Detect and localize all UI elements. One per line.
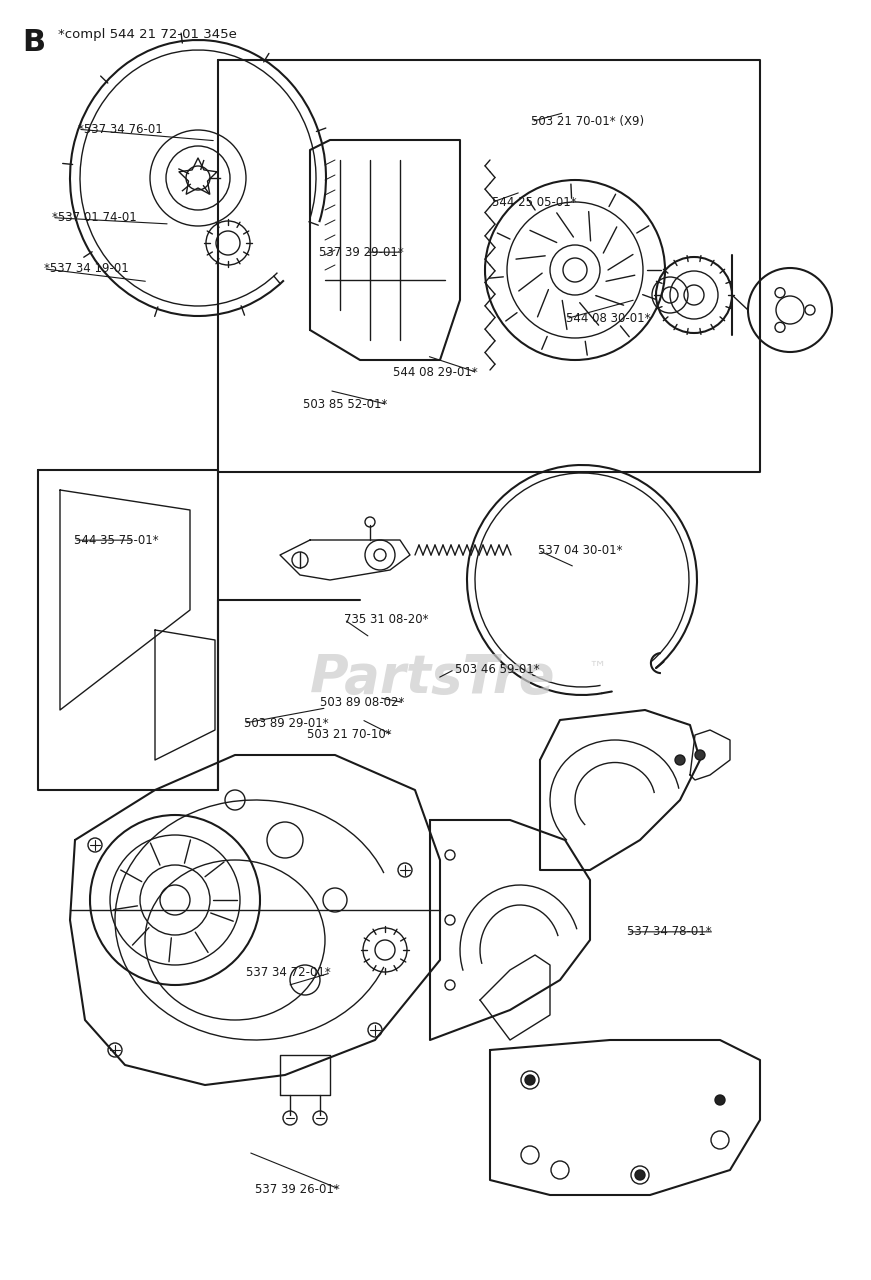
Circle shape <box>635 1170 645 1180</box>
Circle shape <box>715 1094 725 1105</box>
Text: 544 25 05-01*: 544 25 05-01* <box>492 196 577 209</box>
Text: 544 08 29-01*: 544 08 29-01* <box>393 366 477 379</box>
Circle shape <box>695 750 705 760</box>
Text: *537 34 76-01: *537 34 76-01 <box>78 123 163 136</box>
Circle shape <box>675 755 685 765</box>
Text: ™: ™ <box>588 660 606 678</box>
Text: 503 89 29-01*: 503 89 29-01* <box>244 717 328 730</box>
Text: 537 39 29-01*: 537 39 29-01* <box>320 246 404 259</box>
Text: 503 85 52-01*: 503 85 52-01* <box>303 398 388 411</box>
Text: 503 21 70-10*: 503 21 70-10* <box>307 728 392 741</box>
Text: 544 08 30-01*: 544 08 30-01* <box>566 312 651 325</box>
Text: 537 34 78-01*: 537 34 78-01* <box>627 925 712 938</box>
Text: *537 34 19-01: *537 34 19-01 <box>44 262 128 275</box>
Text: *537 01 74-01: *537 01 74-01 <box>52 211 137 224</box>
Text: PartsTre: PartsTre <box>310 653 556 704</box>
Text: 537 04 30-01*: 537 04 30-01* <box>538 544 623 557</box>
Text: 503 89 08-02*: 503 89 08-02* <box>320 696 404 709</box>
Text: B: B <box>22 28 45 58</box>
Text: 537 39 26-01*: 537 39 26-01* <box>255 1183 340 1196</box>
Text: 544 35 75-01*: 544 35 75-01* <box>74 534 159 547</box>
Text: 735 31 08-20*: 735 31 08-20* <box>344 613 429 626</box>
Text: *compl 544 21 72-01 345e: *compl 544 21 72-01 345e <box>58 28 237 41</box>
Text: 503 46 59-01*: 503 46 59-01* <box>455 663 539 676</box>
Text: 503 21 70-01* (X9): 503 21 70-01* (X9) <box>531 115 645 128</box>
Text: 537 34 72-01*: 537 34 72-01* <box>246 966 331 979</box>
Circle shape <box>525 1075 535 1085</box>
